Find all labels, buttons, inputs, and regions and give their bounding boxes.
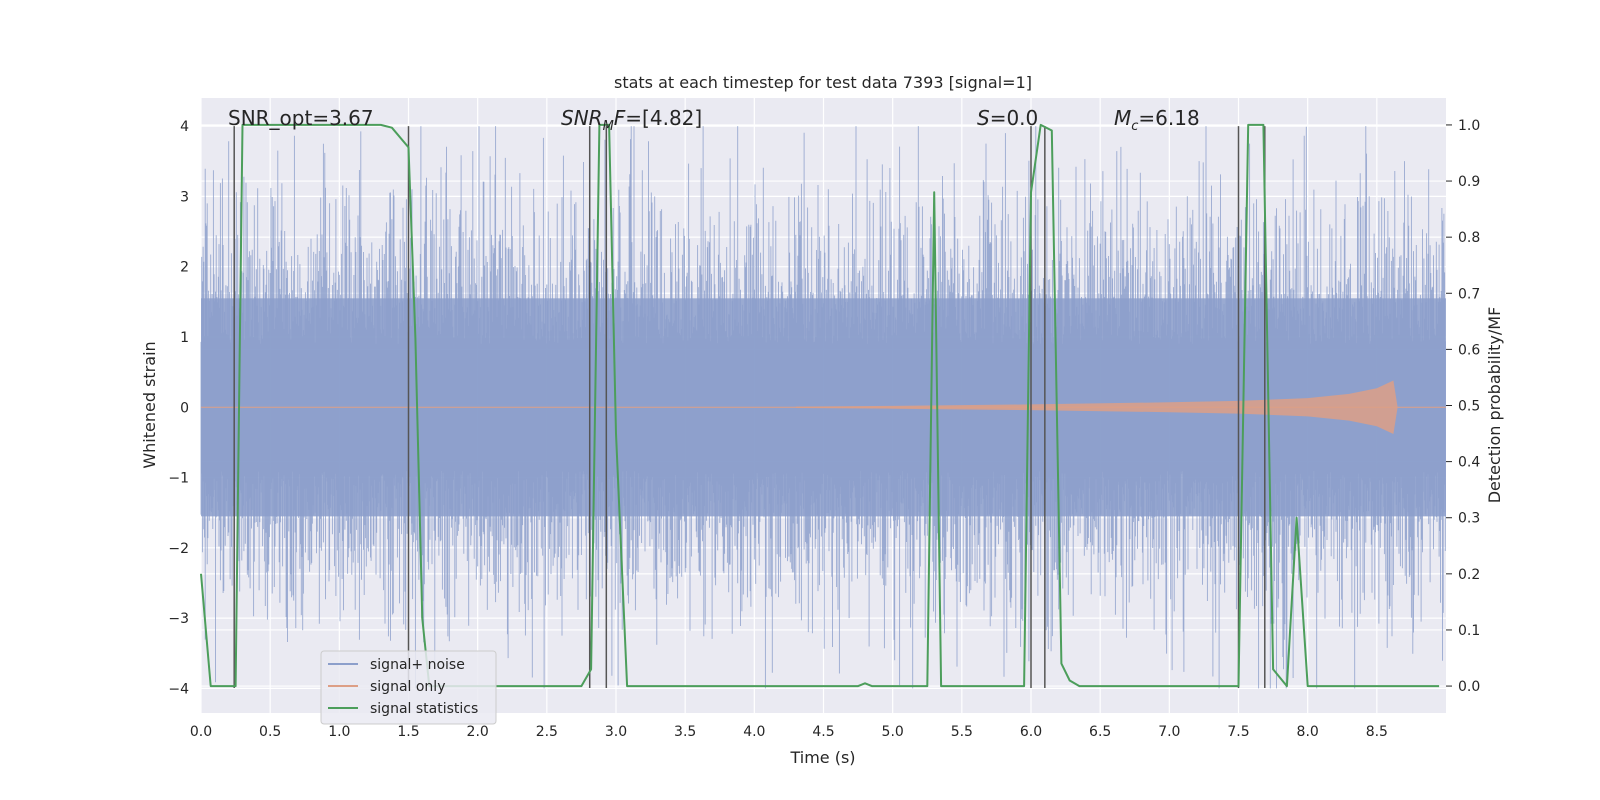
annotation-snr-mf: SNRMF=[4.82] (561, 106, 702, 134)
x-tick-label: 8.0 (1297, 724, 1319, 740)
x-tick-label: 2.5 (536, 724, 558, 740)
y2-tick-label: 0.6 (1458, 342, 1480, 358)
y2-axis-label: Detection probability/MF (1485, 307, 1504, 504)
x-tick-label: 1.0 (328, 724, 350, 740)
legend-label-signal: signal only (370, 679, 445, 695)
y-tick-label: −2 (168, 541, 189, 557)
legend-label-stat: signal statistics (370, 701, 478, 717)
x-tick-label: 6.5 (1089, 724, 1111, 740)
x-axis-label: Time (s) (789, 748, 855, 767)
x-tick-label: 5.5 (951, 724, 973, 740)
annotation-mc: Mc=6.18 (1114, 106, 1200, 134)
y-tick-label: 1 (180, 330, 189, 346)
x-tick-label: 1.5 (397, 724, 419, 740)
annotation-s: S=0.0 (977, 106, 1038, 130)
y-tick-label: −1 (168, 471, 189, 487)
x-tick-label: 2.0 (467, 724, 489, 740)
legend: signal+ noise signal only signal statist… (320, 650, 497, 725)
x-tick-label: 0.5 (259, 724, 281, 740)
x-tick-label: 8.5 (1366, 724, 1388, 740)
y2-tick-label: 0.2 (1458, 567, 1480, 583)
y-tick-label: 4 (180, 119, 189, 135)
y-axis-label: Whitened strain (140, 341, 159, 468)
x-ticks: 0.0 0.5 1.0 1.5 2.0 2.5 3.0 3.5 4.0 4.5 5.0 5.5 6.0 6… (190, 724, 1388, 740)
x-tick-label: 0.0 (190, 724, 212, 740)
y2-tick-label: 0.8 (1458, 230, 1480, 246)
y2-tick-label: 0.7 (1458, 286, 1480, 302)
y-tick-label: 0 (180, 400, 189, 416)
y-tick-label: −3 (168, 611, 189, 627)
series-signal-statistics (200, 123, 1440, 688)
y2-tick-label: 0.1 (1458, 623, 1480, 639)
x-tick-label: 7.0 (1158, 724, 1180, 740)
y2-tick-label: 0.3 (1458, 511, 1480, 527)
x-tick-label: 3.0 (605, 724, 627, 740)
x-tick-label: 6.0 (1020, 724, 1042, 740)
y2-tick-label: 1.0 (1458, 118, 1480, 134)
stat-line (200, 123, 1440, 688)
y2-tick-label: 0.0 (1458, 679, 1480, 695)
x-tick-label: 5.0 (882, 724, 904, 740)
x-tick-label: 4.0 (743, 724, 765, 740)
y2-ticks: 1.0 0.9 0.8 0.7 0.6 0.5 0.4 0.3 0.2 0.1 0.0 (1446, 118, 1480, 695)
y2-tick-label: 0.4 (1458, 455, 1480, 471)
y2-tick-label: 0.9 (1458, 174, 1480, 190)
chart-title: stats at each timestep for test data 739… (614, 73, 1032, 92)
x-tick-label: 4.5 (812, 724, 834, 740)
y-tick-label: 3 (180, 189, 189, 205)
y-tick-label: 2 (180, 260, 189, 276)
x-tick-label: 3.5 (674, 724, 696, 740)
annotation-snr-opt: SNR_opt=3.67 (228, 106, 374, 130)
y-tick-label: −4 (168, 681, 189, 697)
y-ticks: 4 3 2 1 0 −1 −2 −3 −4 (168, 119, 189, 697)
y2-tick-label: 0.5 (1458, 399, 1480, 415)
legend-box (320, 650, 497, 725)
x-tick-label: 7.5 (1227, 724, 1249, 740)
legend-label-noise: signal+ noise (370, 657, 465, 673)
